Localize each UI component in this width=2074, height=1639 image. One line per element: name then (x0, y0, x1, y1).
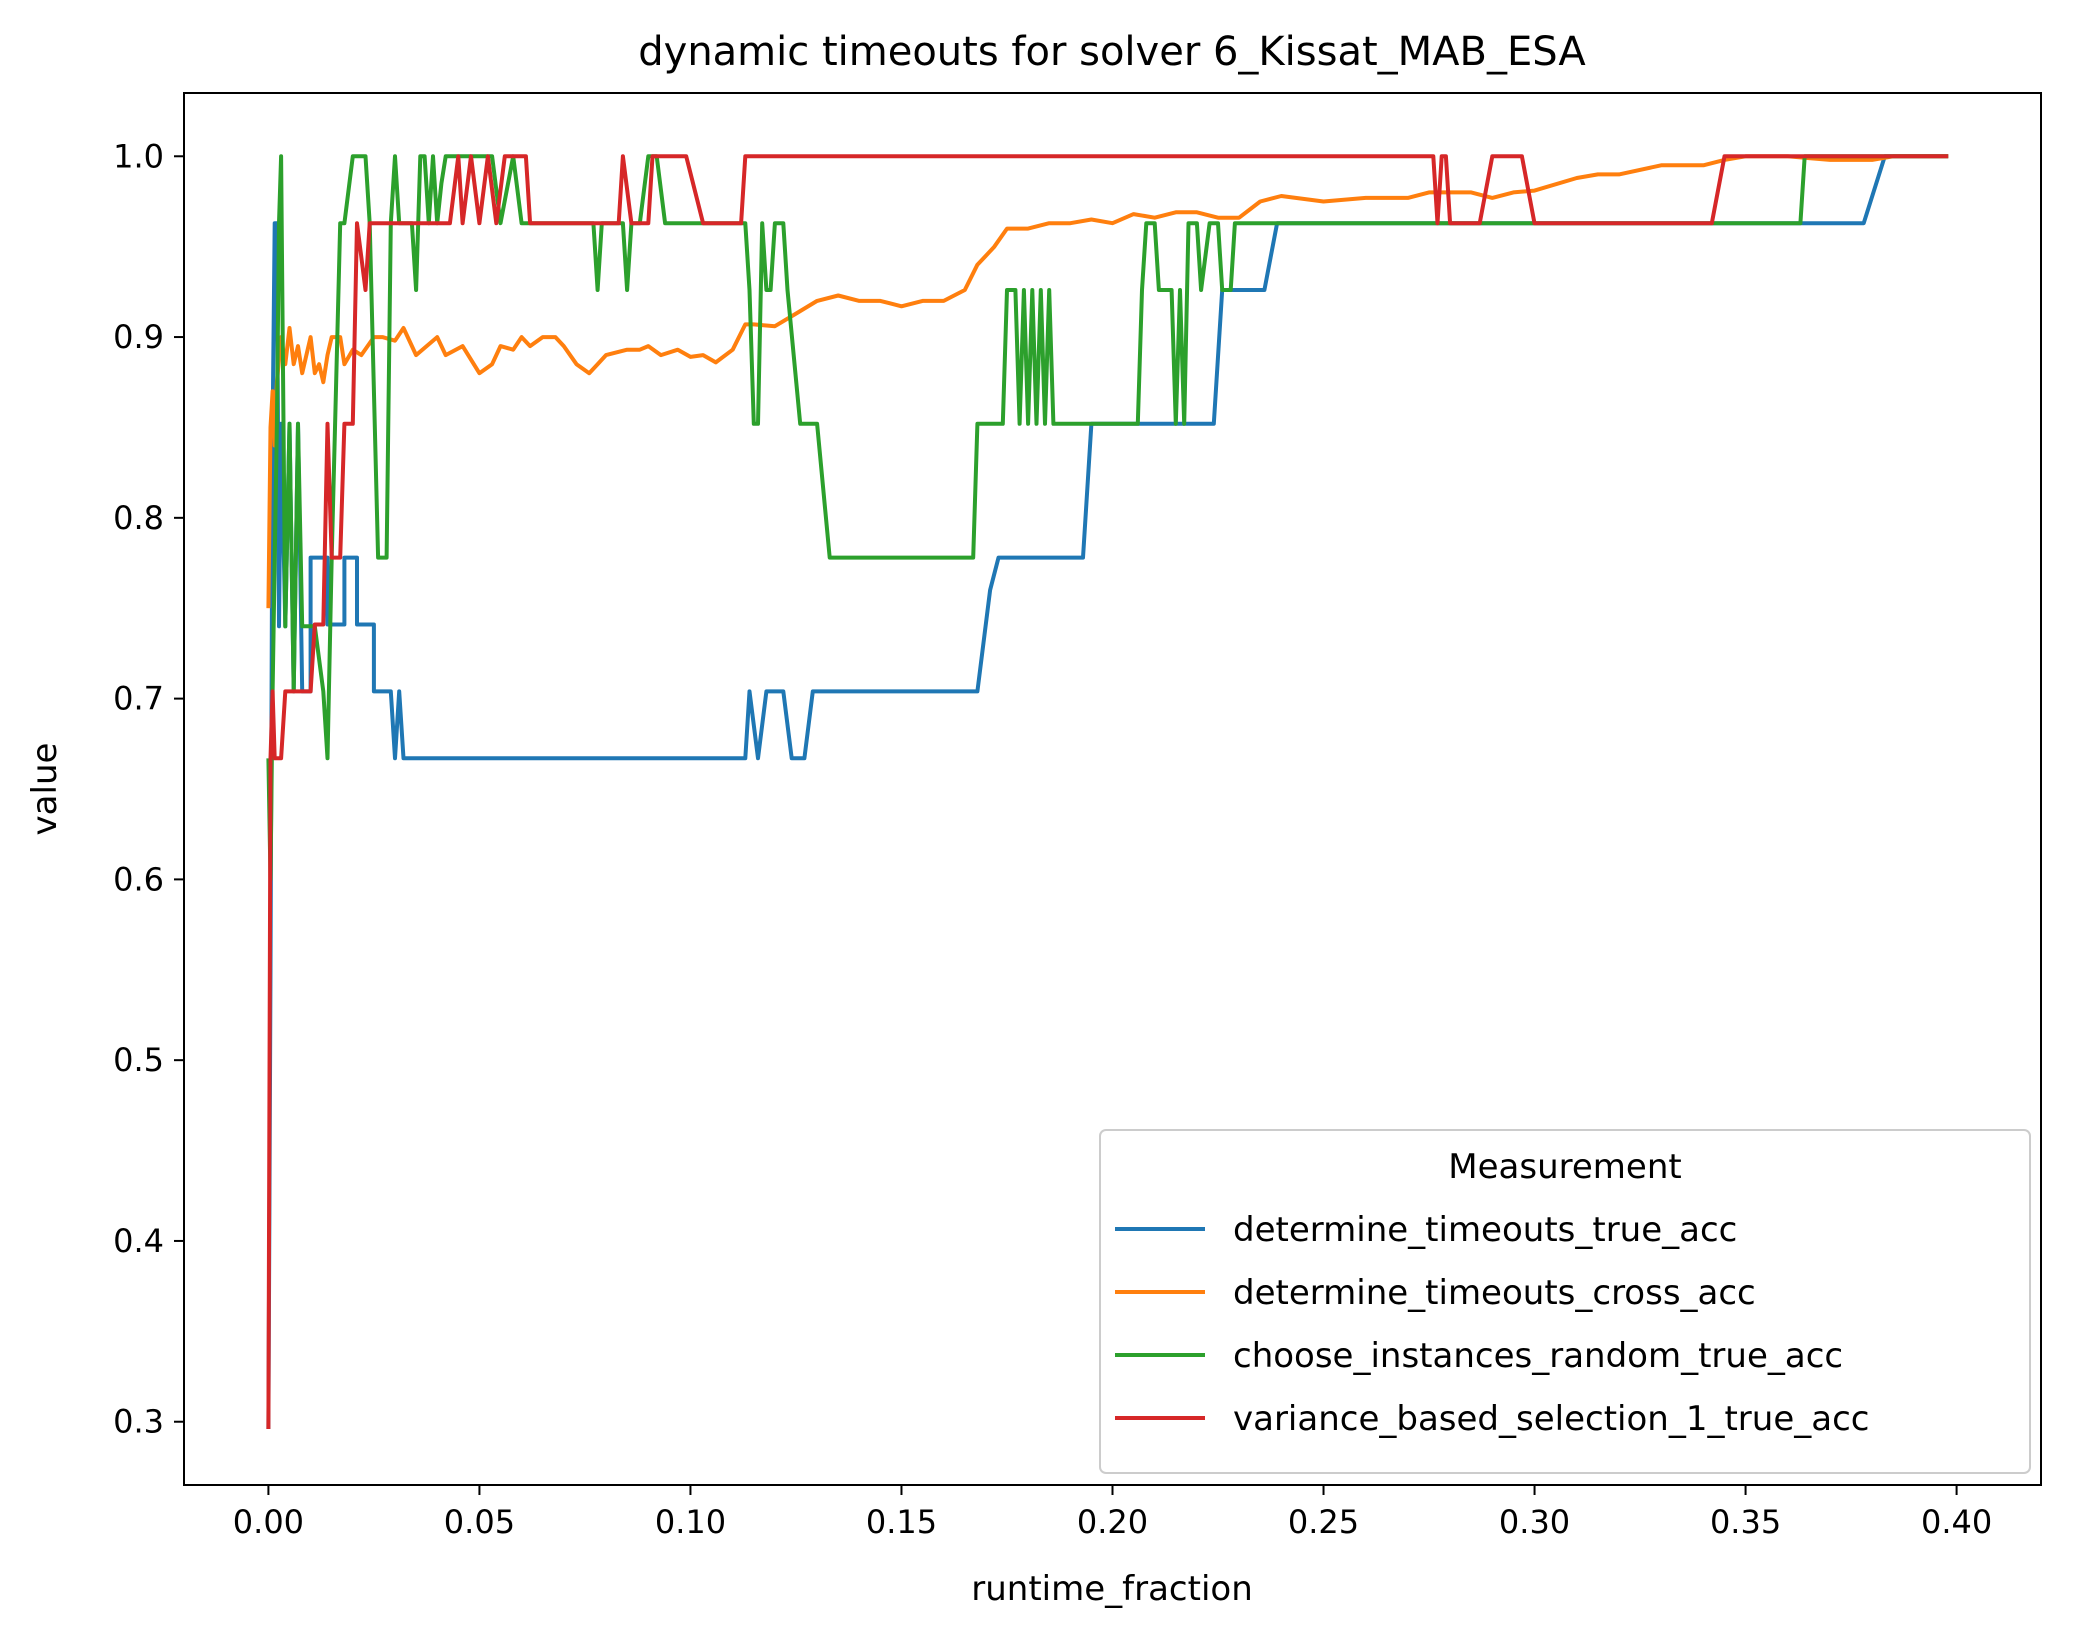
legend-label: variance_based_selection_1_true_acc (1233, 1399, 1869, 1439)
legend-label: choose_instances_random_true_acc (1233, 1336, 1843, 1376)
x-tick-label: 0.05 (444, 1503, 515, 1541)
y-tick-label: 0.4 (113, 1222, 164, 1260)
y-tick-label: 0.6 (113, 860, 164, 898)
legend-entry: determine_timeouts_true_acc (1115, 1210, 1737, 1250)
chart-title: dynamic timeouts for solver 6_Kissat_MAB… (638, 29, 1586, 75)
y-tick-label: 0.3 (113, 1403, 164, 1441)
legend-entry: variance_based_selection_1_true_acc (1115, 1399, 1869, 1439)
legend-label: determine_timeouts_cross_acc (1233, 1273, 1756, 1313)
series-line-variance_based_selection_1_true_acc (266, 154, 1949, 1430)
series-layer (266, 154, 1949, 1430)
y-tick-label: 1.0 (113, 137, 164, 175)
y-tick-label: 0.8 (113, 499, 164, 537)
x-tick-label: 0.15 (866, 1503, 937, 1541)
x-tick-label: 0.35 (1710, 1503, 1781, 1541)
x-tick-label: 0.20 (1077, 1503, 1148, 1541)
x-tick-label: 0.25 (1288, 1503, 1359, 1541)
legend-entry: choose_instances_random_true_acc (1115, 1336, 1843, 1376)
x-tick-label: 0.10 (655, 1503, 726, 1541)
y-tick-label: 0.7 (113, 680, 164, 718)
legend: Measurement determine_timeouts_true_acc … (1099, 1129, 2031, 1474)
legend-entry: determine_timeouts_cross_acc (1115, 1273, 1756, 1313)
y-tick-label: 0.9 (113, 318, 164, 356)
x-tick-label: 0.00 (233, 1503, 304, 1541)
x-axis: 0.00 0.05 0.10 0.15 0.20 0.25 0.30 0.35 0.40 (233, 1485, 1992, 1541)
y-tick-label: 0.5 (113, 1041, 164, 1079)
legend-title: Measurement (1448, 1147, 1681, 1187)
x-tick-label: 0.40 (1921, 1503, 1992, 1541)
legend-box (1099, 1129, 2031, 1474)
legend-label: determine_timeouts_true_acc (1233, 1210, 1737, 1250)
y-axis-label: value (25, 743, 65, 836)
x-axis-label: runtime_fraction (971, 1569, 1253, 1609)
x-tick-label: 0.30 (1499, 1503, 1570, 1541)
y-axis: 0.3 0.4 0.5 0.6 0.7 0.8 0.9 1.0 (113, 137, 184, 1441)
